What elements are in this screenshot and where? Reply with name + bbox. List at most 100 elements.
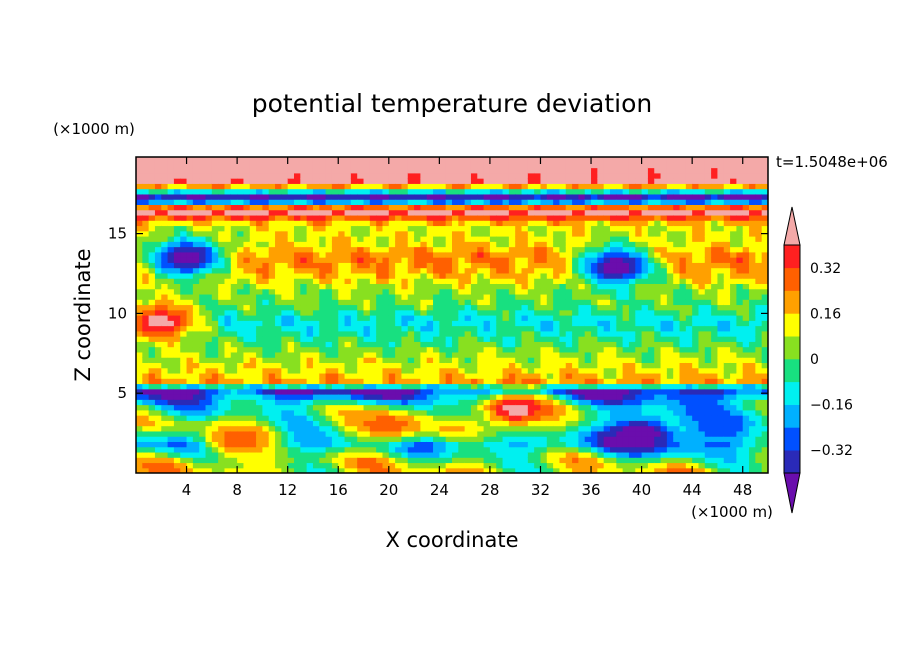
contour-cell <box>167 430 175 437</box>
contour-cell <box>300 462 308 469</box>
contour-cell <box>388 436 396 442</box>
contour-cell <box>635 162 643 169</box>
contour-cell <box>635 262 643 269</box>
contour-cell <box>553 330 561 337</box>
contour-cell <box>369 388 377 395</box>
contour-cell <box>426 230 434 237</box>
contour-cell <box>464 425 472 432</box>
contour-cell <box>603 236 611 242</box>
contour-cell <box>376 430 384 437</box>
contour-cell <box>553 383 561 390</box>
contour-cell <box>414 309 421 316</box>
contour-cell <box>167 451 175 458</box>
contour-cell <box>445 172 453 179</box>
contour-cell <box>458 283 466 290</box>
contour-cell <box>591 162 598 169</box>
contour-cell <box>578 283 586 290</box>
contour-cell <box>167 330 175 337</box>
contour-cell <box>344 451 352 458</box>
contour-cell <box>161 446 169 453</box>
contour-cell <box>256 257 263 263</box>
contour-cell <box>211 394 219 400</box>
contour-cell <box>325 272 333 279</box>
contour-cell <box>281 320 289 327</box>
contour-cell <box>350 325 358 332</box>
contour-cell <box>161 162 169 169</box>
contour-cell <box>325 283 333 290</box>
contour-cell <box>136 241 143 248</box>
contour-cell <box>256 167 263 174</box>
contour-cell <box>230 293 238 300</box>
contour-cell <box>521 330 529 337</box>
contour-cell <box>224 362 232 369</box>
contour-cell <box>641 193 649 200</box>
contour-cell <box>464 246 472 253</box>
contour-cell <box>331 220 339 227</box>
contour-cell <box>319 462 327 469</box>
contour-cell <box>546 457 554 464</box>
contour-cell <box>628 230 636 237</box>
contour-cell <box>470 299 478 306</box>
contour-cell <box>635 183 643 190</box>
contour-cell <box>186 293 194 300</box>
contour-cell <box>319 446 327 453</box>
contour-cell <box>350 283 358 290</box>
contour-cell <box>281 162 289 169</box>
contour-cell <box>635 325 643 332</box>
contour-cell <box>616 157 624 163</box>
contour-cell <box>578 346 586 353</box>
contour-cell <box>603 420 611 427</box>
contour-cell <box>319 220 327 227</box>
contour-cell <box>154 415 162 421</box>
contour-cell <box>610 315 617 321</box>
contour-cell <box>496 299 504 306</box>
contour-cell <box>464 172 472 179</box>
contour-cell <box>186 441 194 448</box>
contour-cell <box>477 436 485 442</box>
contour-cell <box>452 404 459 411</box>
contour-cell <box>464 462 472 469</box>
contour-cell <box>527 162 535 169</box>
contour-cell <box>546 330 554 337</box>
contour-cell <box>477 415 485 421</box>
contour-cell <box>559 241 567 248</box>
contour-cell <box>205 404 213 411</box>
contour-cell <box>407 236 415 242</box>
contour-cell <box>414 367 421 374</box>
contour-cell <box>154 330 162 337</box>
contour-cell <box>319 199 327 205</box>
contour-cell <box>211 404 219 411</box>
contour-cell <box>572 272 579 279</box>
contour-cell <box>218 451 226 458</box>
contour-cell <box>553 178 561 184</box>
contour-cell <box>136 167 143 174</box>
contour-cell <box>205 225 213 232</box>
contour-cell <box>578 188 586 195</box>
contour-cell <box>641 351 649 358</box>
contour-cell <box>553 236 561 242</box>
contour-cell <box>382 183 390 190</box>
contour-cell <box>186 272 194 279</box>
contour-cell <box>508 199 516 205</box>
contour-cell <box>173 214 181 221</box>
contour-cell <box>508 214 516 221</box>
contour-cell <box>180 193 188 200</box>
contour-cell <box>502 388 510 395</box>
contour-cell <box>553 257 561 263</box>
contour-cell <box>224 199 232 205</box>
contour-cell <box>540 251 548 258</box>
contour-cell <box>167 372 175 379</box>
contour-cell <box>256 404 263 411</box>
contour-cell <box>369 304 377 311</box>
contour-cell <box>502 462 510 469</box>
contour-cell <box>136 336 143 342</box>
contour-cell <box>211 462 219 469</box>
contour-cell <box>546 220 554 227</box>
contour-cell <box>401 378 409 385</box>
contour-cell <box>622 341 630 348</box>
contour-cell <box>477 230 485 237</box>
contour-cell <box>616 283 624 290</box>
contour-cell <box>616 214 624 221</box>
contour-cell <box>508 378 516 385</box>
contour-cell <box>439 209 447 216</box>
